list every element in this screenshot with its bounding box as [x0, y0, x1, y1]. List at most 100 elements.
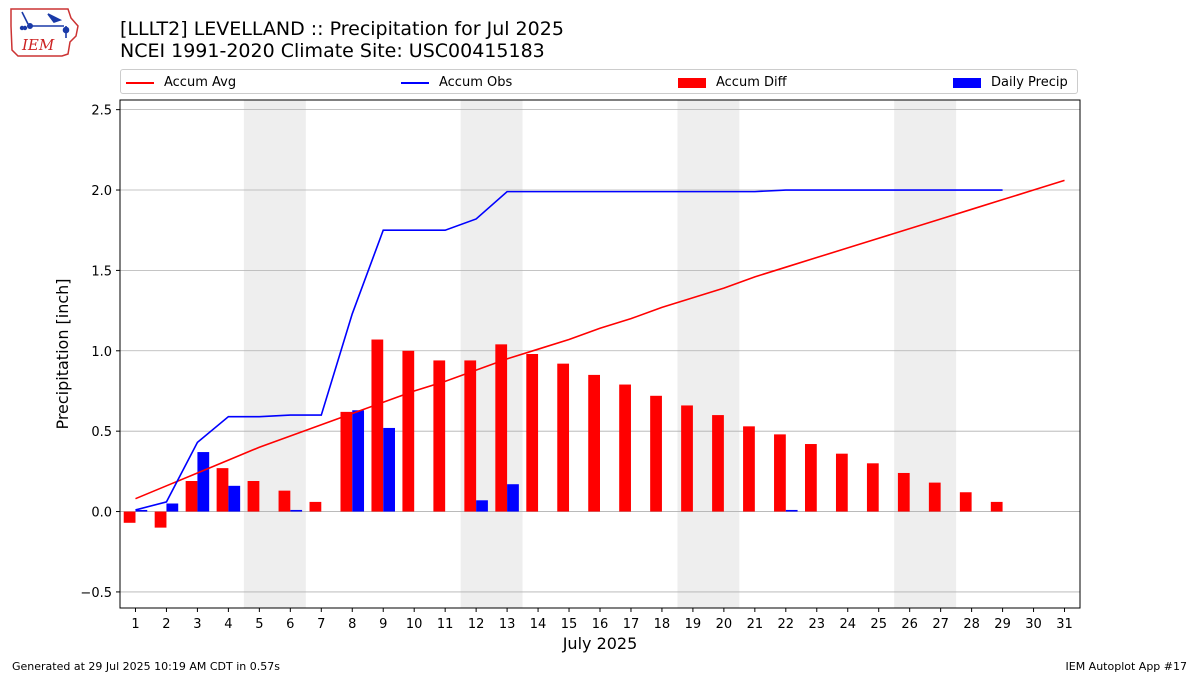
y-tick-label: 2.5 [91, 104, 112, 119]
bar-daily-precip [507, 484, 519, 512]
bar-accum-diff [712, 415, 724, 512]
y-tick-label: 0.0 [91, 506, 112, 521]
bar-accum-diff [588, 374, 600, 512]
x-tick-label: 10 [406, 617, 423, 632]
x-tick-label: 27 [932, 617, 949, 632]
bar-accum-diff [464, 360, 477, 512]
bar-accum-diff [928, 482, 941, 512]
x-axis-label: July 2025 [562, 634, 638, 653]
bar-daily-precip [290, 509, 303, 512]
legend-item-daily-precip: Daily Precip [953, 70, 1068, 95]
x-tick-label: 9 [379, 617, 387, 632]
bar-accum-diff [557, 363, 570, 512]
bar-accum-diff [247, 481, 260, 512]
x-tick-label: 2 [162, 617, 170, 632]
chart-legend: Accum Avg Accum Obs Accum Diff Daily Pre… [120, 69, 1078, 94]
weekend-shade [677, 100, 740, 608]
y-tick-label: 0.5 [91, 425, 112, 440]
bar-daily-precip [166, 503, 179, 512]
x-tick-label: 31 [1056, 617, 1073, 632]
bar-accum-diff [681, 405, 693, 512]
bar-daily-precip [383, 427, 395, 512]
x-tick-label: 7 [317, 617, 325, 632]
legend-item-accum-diff: Accum Diff [678, 70, 787, 95]
legend-swatch [126, 81, 154, 84]
legend-label: Daily Precip [991, 75, 1068, 90]
bar-accum-diff [402, 350, 415, 512]
weekend-shade [460, 100, 523, 608]
x-tick-label: 11 [437, 617, 454, 632]
weather-station-icon [19, 11, 70, 38]
bar-daily-precip [352, 410, 365, 512]
bar-accum-diff [526, 354, 539, 512]
x-tick-label: 19 [685, 617, 702, 632]
line-accum-obs [135, 189, 1003, 511]
bar-accum-diff [123, 511, 136, 523]
bar-accum-diff [309, 501, 322, 512]
bar-accum-diff [835, 453, 848, 512]
y-tick-label: 1.5 [91, 264, 112, 279]
x-tick-label: 16 [592, 617, 609, 632]
iowa-outline-icon [10, 8, 79, 57]
weekend-shade [894, 100, 957, 608]
legend-label: Accum Avg [164, 75, 237, 90]
x-tick-label: 24 [839, 617, 856, 632]
x-tick-label: 20 [716, 617, 733, 632]
bar-accum-diff [185, 481, 198, 512]
x-tick-label: 28 [963, 617, 980, 632]
bar-accum-diff [154, 511, 167, 528]
line-accum-avg [135, 179, 1065, 500]
bar-accum-diff [340, 411, 353, 512]
x-tick-label: 12 [468, 617, 485, 632]
legend-swatch [401, 81, 429, 84]
x-tick-label: 13 [499, 617, 516, 632]
x-tick-label: 25 [870, 617, 887, 632]
bar-daily-precip [135, 509, 148, 512]
legend-swatch [678, 77, 706, 88]
bar-accum-diff [278, 490, 291, 512]
legend-label: Accum Obs [439, 75, 513, 90]
x-tick-label: 1 [131, 617, 139, 632]
chart-subtitle: NCEI 1991-2020 Climate Site: USC00415183 [120, 40, 545, 62]
bar-accum-diff [619, 384, 631, 512]
weekend-shade [243, 100, 306, 608]
bar-accum-diff [433, 360, 446, 512]
bar-daily-precip [197, 452, 210, 512]
app-credit: IEM Autoplot App #17 [1065, 660, 1188, 673]
bar-accum-diff [959, 492, 972, 512]
x-tick-label: 23 [809, 617, 826, 632]
bar-accum-diff [216, 468, 229, 512]
bar-accum-diff [371, 339, 384, 512]
logo-text: IEM [21, 36, 55, 54]
x-tick-label: 8 [348, 617, 356, 632]
y-tick-label: 1.0 [91, 345, 112, 360]
generated-timestamp: Generated at 29 Jul 2025 10:19 AM CDT in… [12, 660, 280, 673]
bar-accum-diff [743, 426, 755, 512]
legend-swatch [953, 77, 981, 88]
x-tick-label: 26 [901, 617, 918, 632]
y-axis-label: Precipitation [inch] [53, 278, 72, 429]
x-tick-label: 21 [747, 617, 764, 632]
x-tick-label: 14 [530, 617, 547, 632]
x-tick-label: 4 [224, 617, 232, 632]
chart-title: [LLLT2] LEVELLAND :: Precipitation for J… [120, 18, 564, 40]
bar-daily-precip [476, 500, 488, 512]
bar-accum-diff [990, 501, 1003, 512]
x-tick-label: 22 [778, 617, 795, 632]
y-tick-label: −0.5 [80, 586, 112, 601]
legend-item-accum-avg: Accum Avg [126, 70, 236, 95]
bar-accum-diff [650, 395, 662, 512]
iem-logo: IEM [10, 8, 79, 57]
legend-label: Accum Diff [716, 75, 787, 90]
legend-item-accum-obs: Accum Obs [401, 70, 512, 95]
x-tick-label: 17 [623, 617, 640, 632]
x-tick-label: 5 [255, 617, 263, 632]
bar-accum-diff [866, 463, 879, 512]
x-tick-label: 15 [561, 617, 578, 632]
bar-accum-diff [805, 444, 817, 512]
bar-accum-diff [897, 472, 910, 512]
x-tick-label: 6 [286, 617, 294, 632]
bar-daily-precip [228, 485, 241, 512]
x-tick-label: 30 [1025, 617, 1042, 632]
